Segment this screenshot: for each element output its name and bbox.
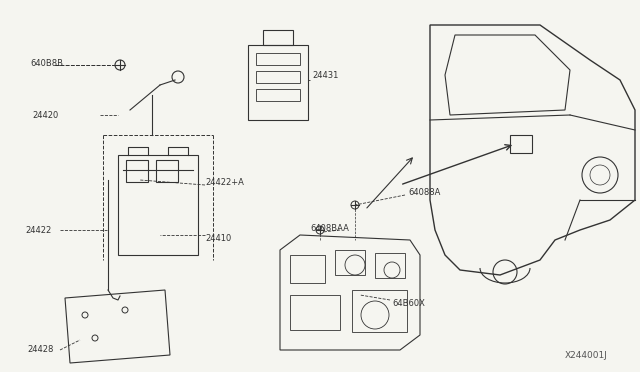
- Text: 24410: 24410: [205, 234, 231, 243]
- Bar: [256, 89, 300, 101]
- Bar: [256, 53, 300, 65]
- Bar: [126, 160, 148, 182]
- Text: 24428: 24428: [27, 346, 53, 355]
- Text: 64088A: 64088A: [408, 187, 440, 196]
- Bar: [335, 250, 365, 275]
- Text: 24420: 24420: [32, 110, 58, 119]
- Bar: [263, 30, 293, 45]
- Text: 640B8B: 640B8B: [30, 58, 63, 67]
- Bar: [375, 253, 405, 278]
- Bar: [352, 290, 407, 332]
- Text: 64B60X: 64B60X: [392, 298, 425, 308]
- Bar: [256, 71, 300, 83]
- Text: 24422: 24422: [25, 225, 51, 234]
- Bar: [156, 160, 178, 182]
- Bar: [248, 45, 308, 120]
- Bar: [510, 135, 532, 153]
- Text: X244001J: X244001J: [565, 350, 608, 359]
- Text: 24431: 24431: [312, 71, 339, 80]
- Text: 24422+A: 24422+A: [205, 177, 244, 186]
- Bar: [290, 255, 325, 283]
- Text: 6408BAA: 6408BAA: [310, 224, 349, 232]
- Bar: [290, 295, 340, 330]
